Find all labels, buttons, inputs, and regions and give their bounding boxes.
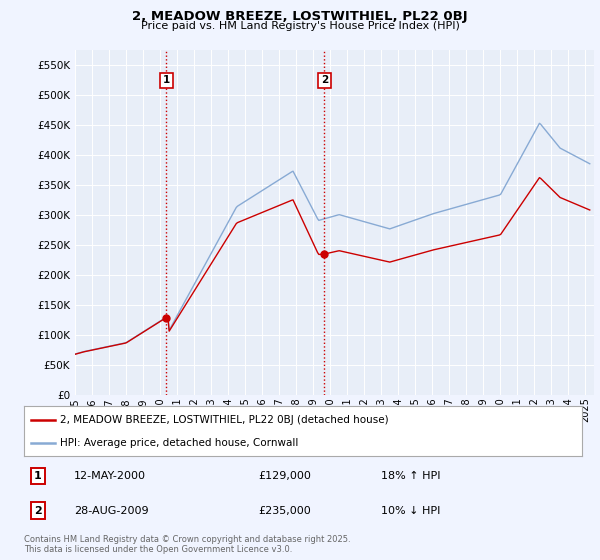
Text: £129,000: £129,000: [259, 471, 311, 481]
Text: 2: 2: [34, 506, 42, 516]
Text: 12-MAY-2000: 12-MAY-2000: [74, 471, 146, 481]
Text: Contains HM Land Registry data © Crown copyright and database right 2025.
This d: Contains HM Land Registry data © Crown c…: [24, 535, 350, 554]
Text: 2: 2: [320, 76, 328, 85]
Text: 28-AUG-2009: 28-AUG-2009: [74, 506, 149, 516]
Text: 1: 1: [163, 76, 170, 85]
Text: 18% ↑ HPI: 18% ↑ HPI: [381, 471, 440, 481]
Text: 2, MEADOW BREEZE, LOSTWITHIEL, PL22 0BJ: 2, MEADOW BREEZE, LOSTWITHIEL, PL22 0BJ: [132, 10, 468, 23]
Text: 2, MEADOW BREEZE, LOSTWITHIEL, PL22 0BJ (detached house): 2, MEADOW BREEZE, LOSTWITHIEL, PL22 0BJ …: [60, 414, 389, 424]
Text: HPI: Average price, detached house, Cornwall: HPI: Average price, detached house, Corn…: [60, 438, 299, 448]
Text: Price paid vs. HM Land Registry's House Price Index (HPI): Price paid vs. HM Land Registry's House …: [140, 21, 460, 31]
Text: 10% ↓ HPI: 10% ↓ HPI: [381, 506, 440, 516]
Text: 1: 1: [34, 471, 42, 481]
Text: £235,000: £235,000: [259, 506, 311, 516]
